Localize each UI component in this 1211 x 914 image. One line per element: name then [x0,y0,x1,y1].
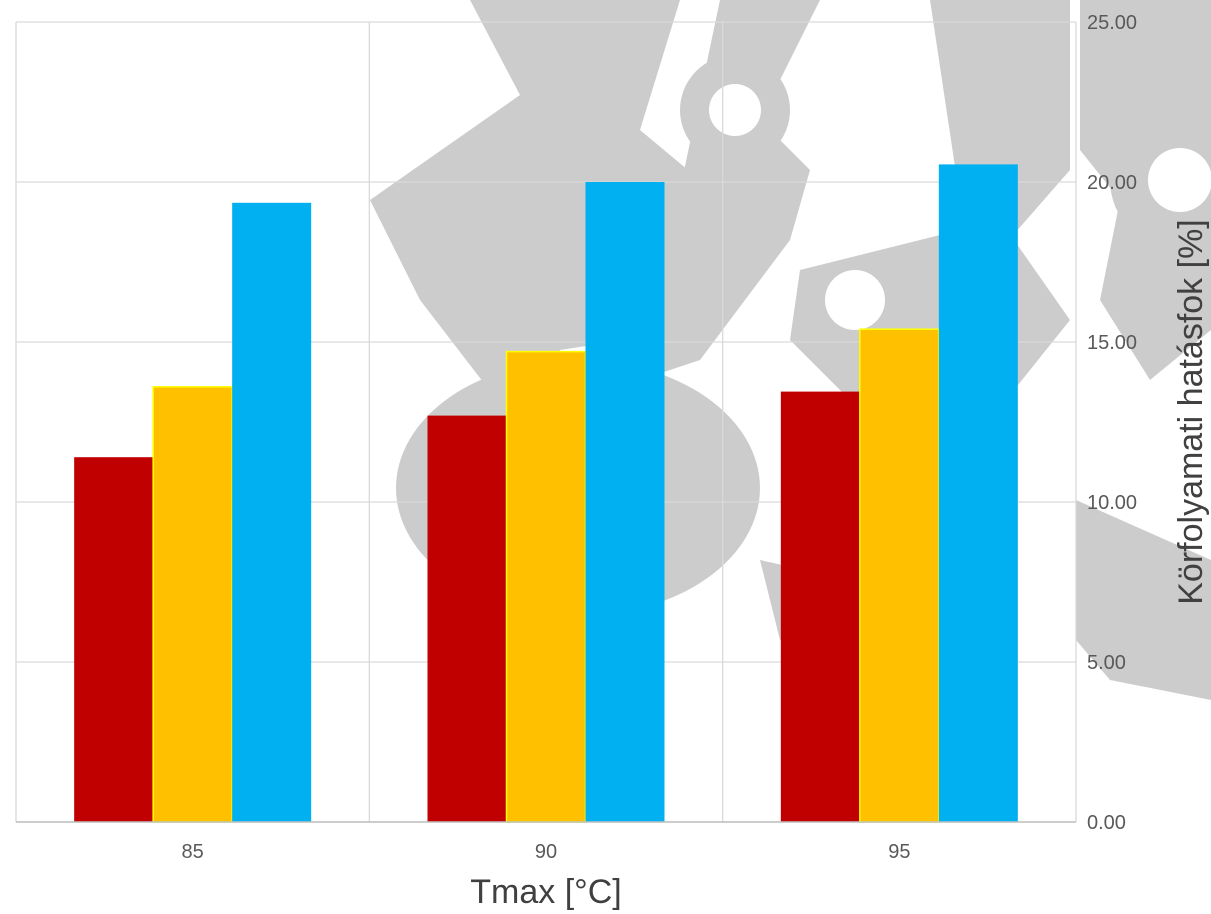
watermark-right-ring-hole [1148,148,1211,212]
bar-2-85 [152,386,233,823]
bar-1-85 [74,457,154,822]
bar-1-95 [780,391,860,822]
y-tick-label: 25.00 [1087,12,1137,34]
watermark-gear-tooth [640,0,820,380]
watermark-center-hole [825,270,885,330]
bar-series [74,164,1018,823]
y-tick-label: 15.00 [1087,332,1137,354]
bar-1-90 [427,415,507,822]
watermark-lower-right [1076,500,1211,700]
bar-2-90 [505,350,587,823]
x-tick-label: 90 [535,841,557,863]
y-tick-label: 0.00 [1087,812,1126,834]
x-axis-title: Tmax [°C] [470,873,622,911]
x-tick-label: 85 [182,841,204,863]
bar-3-85 [232,202,312,823]
y-tick-label: 10.00 [1087,492,1137,514]
tick-labels: 0.00 5.00 10.00 15.00 20.00 25.00 85 90 95 [182,12,1138,863]
bar-2-95 [859,328,940,823]
y-tick-label: 5.00 [1087,652,1126,674]
y-tick-label: 20.00 [1087,172,1137,194]
bar-3-95 [938,164,1018,822]
y-axis-title: Körfolyamati hatásfok [%] [1172,219,1210,605]
bar-3-90 [585,182,665,822]
x-tick-label: 95 [888,841,910,863]
watermark-ring-hole [709,84,761,136]
